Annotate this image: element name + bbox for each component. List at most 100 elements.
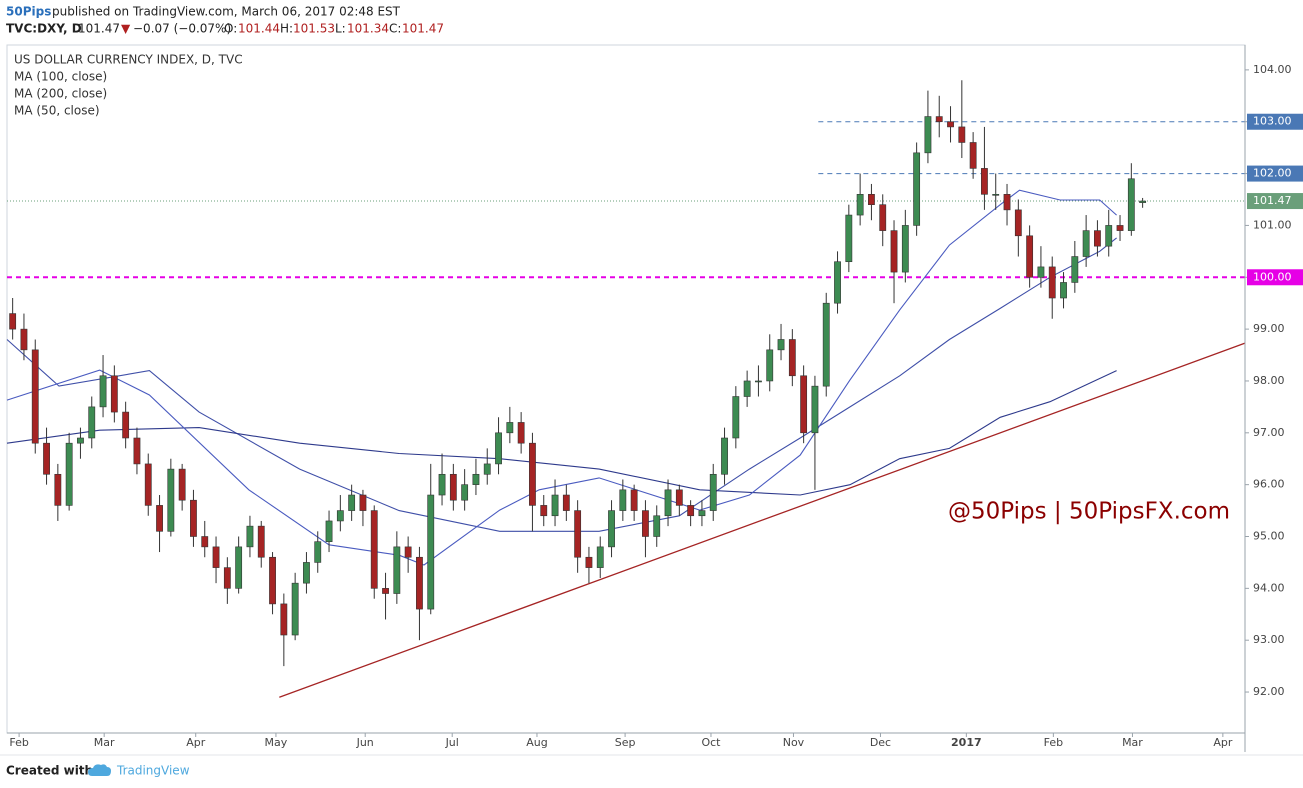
- candle-body: [585, 556, 593, 568]
- candle-body: [54, 473, 62, 506]
- candle-body: [43, 442, 50, 475]
- candle-body: [65, 442, 73, 506]
- high-label: H:: [280, 22, 293, 36]
- moving-average: [6, 189, 1117, 566]
- published: published on TradingView.com, March 06, …: [52, 5, 401, 19]
- candle-body: [788, 339, 796, 377]
- x-tick-label: Jul: [445, 736, 459, 749]
- candle-body: [325, 520, 333, 542]
- candle-body: [608, 510, 615, 548]
- x-tick-label: Apr: [186, 736, 206, 749]
- author[interactable]: 50Pips: [6, 5, 51, 19]
- y-tick-label: 92.00: [1253, 685, 1285, 698]
- candle-body: [517, 422, 525, 444]
- candle-body: [947, 121, 954, 128]
- candle-body: [935, 116, 943, 123]
- candle-body: [269, 556, 276, 605]
- candle-body: [280, 603, 288, 636]
- candle-body: [212, 546, 220, 568]
- footer-brand[interactable]: TradingView: [116, 764, 190, 778]
- level-price-label: 102.00: [1253, 167, 1292, 180]
- level-price-box: [1247, 113, 1303, 130]
- candle-body: [856, 194, 864, 216]
- tradingview-logo: [88, 764, 111, 776]
- candle-body: [246, 525, 254, 548]
- y-tick-label: 96.00: [1253, 478, 1285, 491]
- candle-body: [766, 349, 774, 382]
- candle-body: [675, 489, 683, 506]
- candle-body: [630, 489, 638, 511]
- level-price-label: 103.00: [1253, 115, 1292, 128]
- plot-frame: [6, 44, 1246, 734]
- candle-body: [393, 546, 401, 594]
- candle-body: [721, 437, 728, 475]
- candle-body: [483, 463, 491, 475]
- candle-body: [416, 556, 423, 610]
- candle-body: [223, 567, 231, 589]
- y-tick-label: 99.00: [1253, 322, 1285, 335]
- legend-entry: MA (100, close): [14, 70, 107, 84]
- candle-body: [732, 396, 740, 439]
- candle-body: [201, 536, 209, 548]
- candle-body: [190, 499, 197, 537]
- candle-body: [913, 152, 921, 226]
- candle-body: [551, 494, 559, 517]
- close-value: 101.47: [402, 22, 444, 36]
- candle-body: [1139, 200, 1147, 203]
- y-tick-label: 101.00: [1253, 218, 1292, 231]
- candle-body: [687, 505, 695, 517]
- candle-body: [529, 442, 536, 506]
- candle-body: [133, 437, 141, 465]
- candle-body: [382, 588, 389, 594]
- y-tick-label: 98.00: [1253, 374, 1285, 387]
- candle-body: [1071, 256, 1079, 283]
- candle-body: [653, 515, 661, 537]
- low-label: L:: [335, 22, 346, 36]
- candle-body: [574, 510, 582, 558]
- candle-body: [1060, 282, 1067, 299]
- x-tick-label: Aug: [526, 736, 547, 749]
- open-label: O:: [224, 22, 237, 36]
- candle-body: [257, 525, 265, 558]
- candle-body: [144, 463, 152, 506]
- moving-average: [6, 370, 1117, 496]
- candle-body: [88, 406, 96, 439]
- candle-body: [868, 194, 875, 205]
- candle-body: [822, 302, 830, 387]
- candle-body: [438, 473, 446, 496]
- candle-body: [596, 546, 604, 568]
- candle-body: [924, 116, 932, 154]
- candle-body: [1048, 266, 1056, 299]
- candle-body: [1127, 178, 1135, 231]
- candle-body: [461, 484, 469, 501]
- plot: [6, 80, 1246, 698]
- low-value: 101.34: [347, 22, 389, 36]
- candle-body: [99, 375, 107, 408]
- candle-body: [31, 349, 39, 444]
- candle-body: [359, 494, 367, 511]
- x-tick-label: Dec: [870, 736, 891, 749]
- open-value: 101.44: [238, 22, 280, 36]
- candle-body: [709, 473, 717, 511]
- x-tick-label: Sep: [615, 736, 636, 749]
- change: −0.07 (−0.07%): [133, 22, 231, 36]
- candle-body: [664, 489, 672, 517]
- last-price-box: [1247, 193, 1303, 210]
- y-tick-label: 94.00: [1253, 581, 1285, 594]
- candle-body: [800, 375, 808, 434]
- candle-body: [777, 339, 785, 351]
- candle-body: [890, 230, 898, 273]
- level-price-box: [1247, 269, 1303, 286]
- candle-body: [495, 432, 502, 465]
- level-price-label: 100.00: [1253, 270, 1292, 283]
- x-tick-label: Mar: [94, 736, 115, 749]
- candle-body: [314, 541, 322, 563]
- y-tick-label: 104.00: [1253, 63, 1292, 76]
- candle-body: [619, 489, 627, 511]
- candle-body: [743, 380, 751, 397]
- candle-body: [404, 546, 412, 558]
- candle-body: [449, 473, 457, 501]
- candle-body: [1037, 266, 1045, 278]
- candle-body: [235, 546, 243, 589]
